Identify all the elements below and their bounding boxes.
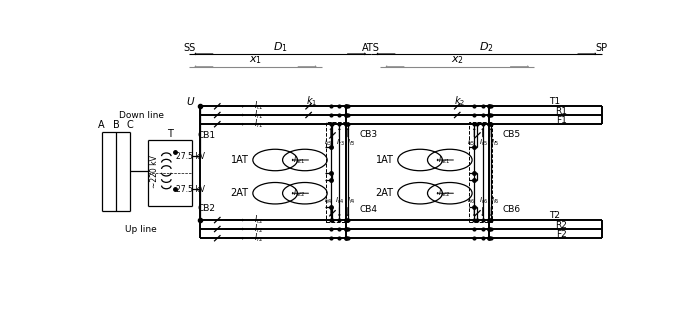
Text: B: B	[113, 121, 120, 130]
Text: CB1: CB1	[197, 131, 216, 140]
Text: T1: T1	[549, 97, 560, 106]
Text: Down line: Down line	[119, 111, 164, 120]
Text: 2AT: 2AT	[375, 188, 393, 198]
Text: CB3: CB3	[359, 130, 377, 139]
Text: $I_{f4}$: $I_{f4}$	[347, 196, 356, 206]
Text: 27.5 kV: 27.5 kV	[176, 152, 205, 161]
Text: $I_{f1}$: $I_{f1}$	[254, 118, 263, 130]
Text: $x_1$: $x_1$	[249, 54, 262, 66]
Text: $I_{r2}$: $I_{r2}$	[254, 222, 263, 235]
Text: $I_{f3}$: $I_{f3}$	[347, 138, 356, 148]
Text: $I_{at1}$: $I_{at1}$	[293, 154, 306, 166]
Text: CB6: CB6	[502, 205, 521, 214]
Text: F1: F1	[556, 116, 566, 125]
Text: 1AT: 1AT	[375, 155, 393, 165]
Text: Up line: Up line	[125, 225, 158, 234]
Text: SP: SP	[595, 42, 608, 52]
Text: 2AT: 2AT	[231, 188, 249, 198]
Text: ∼220 kV: ∼220 kV	[150, 155, 159, 188]
Bar	[469, 122, 492, 222]
Text: R2: R2	[556, 221, 567, 230]
Text: $x_2$: $x_2$	[451, 54, 464, 66]
Bar	[325, 122, 349, 222]
Text: $D_2$: $D_2$	[479, 41, 494, 54]
Text: $I_{f2}$: $I_{f2}$	[254, 232, 263, 244]
Text: CB5: CB5	[502, 130, 521, 139]
Text: $I_{f5}$: $I_{f5}$	[490, 138, 499, 148]
Text: T2: T2	[549, 211, 560, 220]
Text: $I_{at2}$: $I_{at2}$	[293, 187, 306, 200]
Text: SS: SS	[183, 42, 195, 52]
Text: CB2: CB2	[198, 204, 216, 213]
Text: $I_{f6}$: $I_{f6}$	[490, 196, 499, 206]
Text: $I_{r3}$: $I_{r3}$	[336, 138, 345, 148]
Text: $I_{r1}$: $I_{r1}$	[254, 109, 263, 121]
Text: $I_{r5}$: $I_{r5}$	[479, 138, 488, 148]
Text: CB4: CB4	[359, 205, 377, 214]
Text: $I_{t3}$: $I_{t3}$	[324, 138, 333, 148]
Text: 27.5 kV: 27.5 kV	[176, 185, 205, 194]
Text: A: A	[98, 121, 105, 130]
Text: C: C	[126, 121, 133, 130]
Text: $I_{at1}$: $I_{at1}$	[438, 154, 451, 166]
Text: $U$: $U$	[186, 95, 195, 107]
Text: $I_{t4}$: $I_{t4}$	[324, 196, 333, 206]
Text: $I_{t6}$: $I_{t6}$	[467, 196, 476, 206]
Text: $I_{r6}$: $I_{r6}$	[479, 196, 488, 206]
Text: $D_1$: $D_1$	[273, 41, 288, 54]
Text: 1AT: 1AT	[231, 155, 249, 165]
Text: $k_1$: $k_1$	[306, 94, 317, 108]
Text: T: T	[166, 129, 173, 139]
Text: $I_{t5}$: $I_{t5}$	[467, 138, 476, 148]
Text: $k_2$: $k_2$	[454, 94, 466, 108]
Text: F2: F2	[556, 230, 566, 239]
Text: ATS: ATS	[362, 42, 380, 52]
Text: $I_{at2}$: $I_{at2}$	[438, 187, 451, 200]
Text: $I_{t1}$: $I_{t1}$	[254, 100, 263, 112]
Text: R1: R1	[556, 107, 567, 116]
Text: $I_{t2}$: $I_{t2}$	[254, 213, 263, 226]
Text: $I_{r4}$: $I_{r4}$	[336, 196, 345, 206]
